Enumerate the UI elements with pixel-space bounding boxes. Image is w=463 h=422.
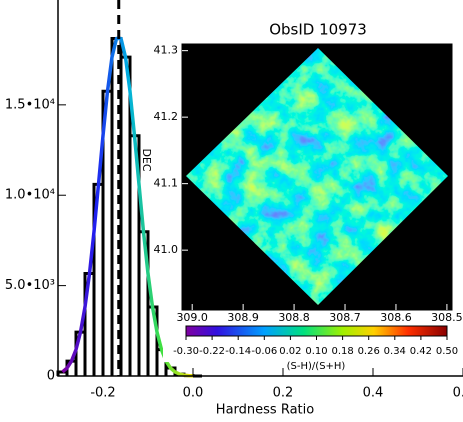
y-tick-label: 5.0•10³ — [5, 278, 55, 293]
y-tick-label: 41.2 — [154, 110, 179, 123]
x-tick-label: 0.0 — [183, 386, 204, 401]
x-tick-label: 0.6 — [453, 386, 463, 401]
x-tick-label: 308.6 — [380, 311, 412, 324]
colorbar-tick-label: -0.14 — [225, 346, 251, 357]
y-tick-label: 41.1 — [154, 177, 179, 190]
y-tick-label: 0 — [47, 369, 55, 384]
image-frame — [181, 43, 453, 311]
y-tick-label: 41.3 — [154, 44, 179, 57]
colorbar-tick-label: 0.50 — [436, 346, 458, 357]
x-tick-label: 308.8 — [278, 311, 310, 324]
colorbar-tick-label: 0.26 — [358, 346, 380, 357]
image-panel: ObsID 10973 DEC (S-H)/(S+H) 309.0 308.9 30… — [140, 21, 463, 373]
x-tick-label: 0.2 — [273, 386, 294, 401]
fit-curve — [61, 36, 194, 378]
x-axis-label: Hardness Ratio — [216, 403, 314, 418]
colorbar-tick-label: -0.30 — [173, 346, 199, 357]
colorbar-tick-label: -0.22 — [199, 346, 225, 357]
x-tick-label: 309.0 — [176, 311, 208, 324]
y-tick-label: 1.5•10⁴ — [5, 97, 55, 112]
colorbar — [185, 325, 448, 337]
colorbar-tick-label: 0.42 — [410, 346, 432, 357]
x-tick-label: 0.4 — [363, 386, 384, 401]
colorbar-tick-label: 0.10 — [305, 346, 327, 357]
y-tick-label: 41.0 — [154, 243, 179, 256]
y-tick-label: 1.0•10⁴ — [5, 188, 55, 203]
x-tick-label: 308.5 — [431, 311, 463, 324]
x-tick-label: 308.9 — [227, 311, 259, 324]
x-tick-label: 308.7 — [329, 311, 361, 324]
colorbar-tick-label: 0.18 — [331, 346, 353, 357]
y-axis-label: DEC — [140, 148, 153, 171]
colorbar-tick-label: 0.02 — [279, 346, 301, 357]
histogram-panel: Hardness Ratio -0.2 0.0 0.2 0.4 0.6 0 5.0•10³ 1… — [5, 0, 463, 418]
colorbar-label: (S-H)/(S+H) — [287, 361, 346, 372]
colorbar-tick-label: 0.34 — [384, 346, 406, 357]
image-title: ObsID 10973 — [269, 21, 367, 39]
colorbar-tick-label: -0.06 — [251, 346, 277, 357]
x-tick-label: -0.2 — [90, 386, 115, 401]
